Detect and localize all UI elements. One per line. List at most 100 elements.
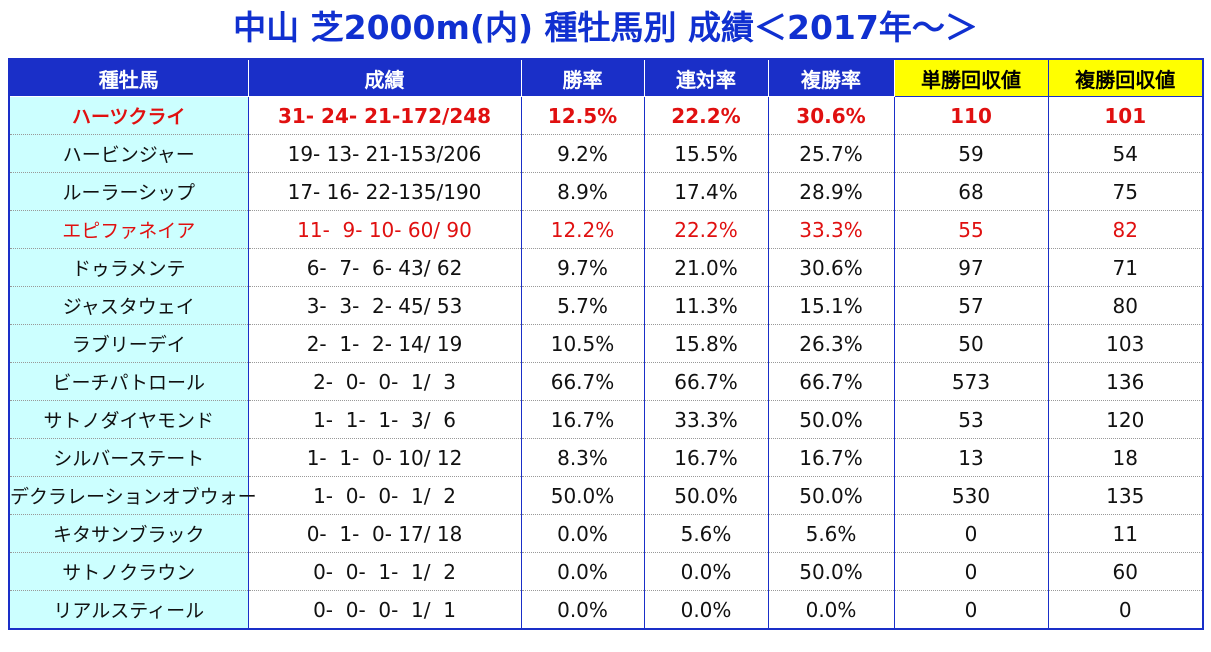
sire-name: ハーツクライ	[9, 96, 249, 135]
title: 中山 芝2000m(内) 種牡馬別 成績＜2017年～＞	[233, 8, 978, 47]
stat-cell: 0- 0- 1- 1/ 2	[248, 552, 522, 591]
table-row: ビーチパトロール 2- 0- 0- 1/ 3 66.7% 66.7% 66.7% 573 1…	[9, 362, 1204, 401]
stat-cell: 30.6%	[768, 96, 895, 135]
stat-cell: 22.2%	[644, 96, 769, 135]
stat-cell: 11	[1048, 514, 1204, 553]
stat-cell: 0	[1048, 590, 1204, 630]
stat-cell: 12.2%	[521, 210, 645, 249]
table-row: ハービンジャー 19- 13- 21-153/206 9.2% 15.5% 25.7% 5…	[9, 134, 1204, 173]
stat-cell: 53	[894, 400, 1049, 439]
table-row: エピファネイア 11- 9- 10- 60/ 90 12.2% 22.2% 33.3% 5…	[9, 210, 1204, 249]
table-row: ルーラーシップ 17- 16- 22-135/190 8.9% 17.4% 28.9% 6…	[9, 172, 1204, 211]
stat-cell: 82	[1048, 210, 1204, 249]
sire-name: デクラレーションオブウォー	[9, 476, 257, 515]
table-row: ジャスタウェイ 3- 3- 2- 45/ 53 5.7% 11.3% 15.1% 57 80	[9, 286, 1204, 325]
stat-cell: 15.5%	[644, 134, 769, 173]
stat-cell: 2- 0- 0- 1/ 3	[248, 362, 522, 401]
stat-cell: 55	[894, 210, 1049, 249]
header-cell: 複勝回収値	[1047, 58, 1204, 97]
stat-cell: 110	[894, 96, 1049, 135]
header-cell: 種牡馬	[8, 58, 249, 97]
stat-cell: 0.0%	[768, 590, 895, 630]
header-cell: 複勝率	[767, 58, 895, 97]
stat-cell: 50.0%	[644, 476, 769, 515]
stat-cell: 2- 1- 2- 14/ 19	[248, 324, 522, 363]
table-row: サトノクラウン 0- 0- 1- 1/ 2 0.0% 0.0% 50.0% 0 60	[9, 552, 1204, 591]
stat-cell: 103	[1048, 324, 1204, 363]
sire-name: エピファネイア	[9, 210, 249, 249]
stat-cell: 54	[1048, 134, 1204, 173]
stat-cell: 5.7%	[521, 286, 645, 325]
stat-cell: 57	[894, 286, 1049, 325]
header-cell: 単勝回収値	[893, 58, 1049, 97]
stat-cell: 97	[894, 248, 1049, 287]
stat-cell: 0.0%	[521, 514, 645, 553]
sire-name: サトノダイヤモンド	[9, 400, 249, 439]
stat-cell: 1- 0- 0- 1/ 2	[248, 476, 522, 515]
header-cell: 勝率	[520, 58, 645, 97]
stat-cell: 16.7%	[768, 438, 895, 477]
sire-name: ビーチパトロール	[9, 362, 249, 401]
sire-name: ドゥラメンテ	[9, 248, 249, 287]
table-row: ラブリーデイ 2- 1- 2- 14/ 19 10.5% 15.8% 26.3% 50 10…	[9, 324, 1204, 363]
table-row: ドゥラメンテ 6- 7- 6- 43/ 62 9.7% 21.0% 30.6% 97 71	[9, 248, 1204, 287]
stat-cell: 59	[894, 134, 1049, 173]
stat-cell: 30.6%	[768, 248, 895, 287]
table-row: ハーツクライ 31- 24- 21-172/248 12.5% 22.2% 30.6% 1…	[9, 96, 1204, 135]
stat-cell: 530	[894, 476, 1049, 515]
stat-cell: 50	[894, 324, 1049, 363]
header-cell: 成績	[247, 58, 522, 97]
stat-cell: 0.0%	[644, 590, 769, 630]
stat-cell: 71	[1048, 248, 1204, 287]
stat-cell: 66.7%	[521, 362, 645, 401]
stat-cell: 66.7%	[644, 362, 769, 401]
table-row: デクラレーションオブウォー 1- 0- 0- 1/ 2 50.0% 50.0% 50.0…	[9, 476, 1204, 515]
stat-cell: 11- 9- 10- 60/ 90	[248, 210, 522, 249]
stat-cell: 0- 1- 0- 17/ 18	[248, 514, 522, 553]
stat-cell: 60	[1048, 552, 1204, 591]
stat-cell: 9.2%	[521, 134, 645, 173]
stat-cell: 5.6%	[644, 514, 769, 553]
results-table: 種牡馬 成績 勝率 連対率 複勝率 単勝回収値 複勝回収値 ハーツクライ 31- 24- 21…	[8, 58, 1204, 630]
stat-cell: 17.4%	[644, 172, 769, 211]
stat-cell: 16.7%	[644, 438, 769, 477]
stat-cell: 15.1%	[768, 286, 895, 325]
sire-name: キタサンブラック	[9, 514, 249, 553]
sire-name: シルバーステート	[9, 438, 249, 477]
sire-name: リアルスティール	[9, 590, 249, 630]
stat-cell: 12.5%	[521, 96, 645, 135]
stat-cell: 33.3%	[768, 210, 895, 249]
stat-cell: 31- 24- 21-172/248	[248, 96, 522, 135]
stat-cell: 18	[1048, 438, 1204, 477]
stat-cell: 101	[1048, 96, 1204, 135]
sire-name: サトノクラウン	[9, 552, 249, 591]
sire-name: ルーラーシップ	[9, 172, 249, 211]
stat-cell: 8.3%	[521, 438, 645, 477]
stat-cell: 1- 1- 0- 10/ 12	[248, 438, 522, 477]
stat-cell: 66.7%	[768, 362, 895, 401]
table-row: シルバーステート 1- 1- 0- 10/ 12 8.3% 16.7% 16.7% 13 1…	[9, 438, 1204, 477]
stat-cell: 50.0%	[768, 552, 895, 591]
stat-cell: 16.7%	[521, 400, 645, 439]
stat-cell: 68	[894, 172, 1049, 211]
stat-cell: 10.5%	[521, 324, 645, 363]
stat-cell: 5.6%	[768, 514, 895, 553]
stat-cell: 3- 3- 2- 45/ 53	[248, 286, 522, 325]
stat-cell: 11.3%	[644, 286, 769, 325]
stat-cell: 21.0%	[644, 248, 769, 287]
header-row: 種牡馬 成績 勝率 連対率 複勝率 単勝回収値 複勝回収値	[8, 58, 1204, 97]
stat-cell: 0	[894, 514, 1049, 553]
sire-name: ジャスタウェイ	[9, 286, 249, 325]
table-row: サトノダイヤモンド 1- 1- 1- 3/ 6 16.7% 33.3% 50.0% 53 1…	[9, 400, 1204, 439]
stat-cell: 135	[1048, 476, 1204, 515]
stat-cell: 19- 13- 21-153/206	[248, 134, 522, 173]
stat-cell: 136	[1048, 362, 1204, 401]
stat-cell: 8.9%	[521, 172, 645, 211]
stat-cell: 0.0%	[521, 590, 645, 630]
table-row: キタサンブラック 0- 1- 0- 17/ 18 0.0% 5.6% 5.6% 0 11	[9, 514, 1204, 553]
stat-cell: 75	[1048, 172, 1204, 211]
stat-cell: 9.7%	[521, 248, 645, 287]
stat-cell: 13	[894, 438, 1049, 477]
stat-cell: 0- 0- 0- 1/ 1	[248, 590, 522, 630]
